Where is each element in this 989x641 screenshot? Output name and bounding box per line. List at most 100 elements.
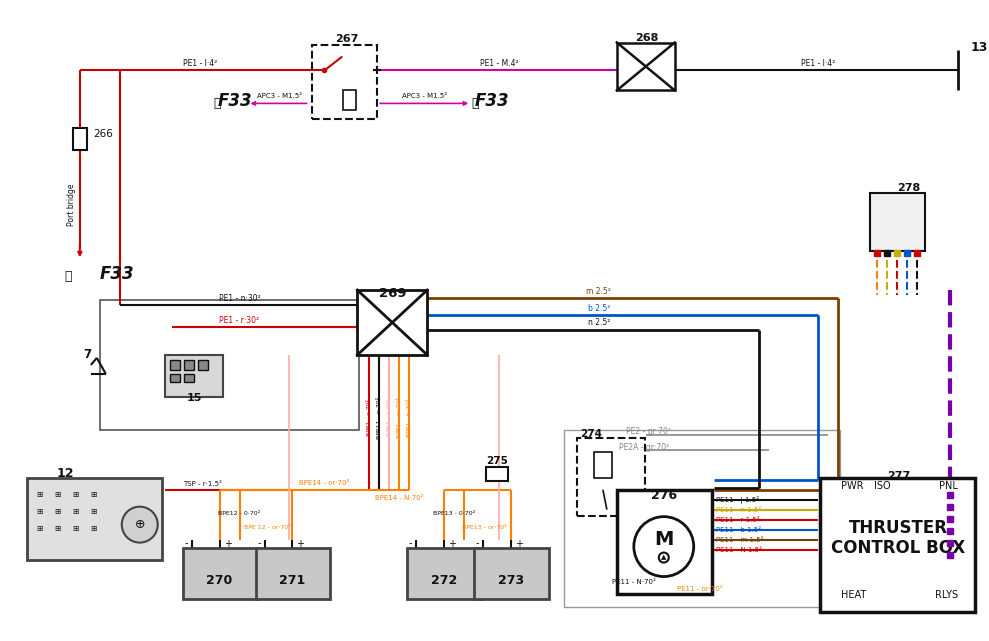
Text: BPE12 - 0·70²: BPE12 - 0·70²: [219, 511, 261, 516]
Text: +: +: [224, 538, 231, 549]
Text: 272: 272: [431, 574, 457, 587]
Text: BPE14 - N·70²: BPE14 - N·70²: [375, 495, 423, 501]
Text: PE1 - n·30²: PE1 - n·30²: [219, 294, 260, 303]
Bar: [170, 374, 180, 382]
Text: 7: 7: [83, 349, 91, 362]
Text: 275: 275: [487, 456, 508, 466]
Text: ⊞: ⊞: [37, 524, 44, 533]
Bar: [198, 360, 208, 370]
Text: BPE1 - or·70²: BPE1 - or·70²: [397, 397, 402, 438]
Text: ⊞: ⊞: [54, 507, 61, 516]
Text: BPE11 - n·70²: BPE11 - n·70²: [377, 397, 382, 439]
Text: n 2.5²: n 2.5²: [587, 319, 610, 328]
Text: Port bridge: Port bridge: [67, 184, 76, 226]
Text: PWR: PWR: [842, 481, 864, 491]
Text: +: +: [297, 538, 305, 549]
Text: 📖: 📖: [64, 270, 71, 283]
Bar: [184, 360, 194, 370]
Text: PE1 - l·4²: PE1 - l·4²: [183, 59, 217, 68]
Text: RLYS: RLYS: [936, 590, 958, 601]
Text: BPE1 - r·70²: BPE1 - r·70²: [367, 399, 372, 437]
Text: 267: 267: [334, 33, 358, 44]
Text: F33: F33: [475, 92, 509, 110]
Text: ⊞: ⊞: [37, 507, 44, 516]
Text: PE11 - N 1.5²: PE11 - N 1.5²: [716, 547, 762, 553]
Text: -: -: [257, 538, 260, 549]
Text: b 2.5²: b 2.5²: [587, 304, 610, 313]
Text: PE11 - r 1.5²: PE11 - r 1.5²: [716, 517, 760, 522]
Text: THRUSTER: THRUSTER: [849, 519, 947, 537]
Text: 277: 277: [887, 470, 910, 481]
Bar: [184, 374, 194, 382]
Text: TSP - r·1.5²: TSP - r·1.5²: [183, 481, 223, 487]
Text: ⊞: ⊞: [37, 490, 44, 499]
Text: 270: 270: [207, 574, 232, 587]
Text: M: M: [654, 530, 674, 549]
Text: F33: F33: [218, 92, 252, 110]
Bar: [617, 42, 674, 90]
Bar: [407, 547, 482, 599]
Text: ⊞: ⊞: [91, 524, 97, 533]
Text: PE1 - r·30²: PE1 - r·30²: [220, 317, 260, 326]
Text: 269: 269: [379, 287, 406, 299]
Circle shape: [122, 506, 157, 542]
Text: PE11 - m 1.5²: PE11 - m 1.5²: [716, 537, 764, 542]
Text: BPE 12 - or·70²: BPE 12 - or·70²: [244, 525, 291, 530]
Bar: [594, 452, 612, 478]
Text: 268: 268: [635, 33, 659, 42]
Bar: [170, 360, 180, 370]
Bar: [474, 547, 549, 599]
Bar: [870, 193, 926, 251]
Text: HEAT: HEAT: [842, 590, 866, 601]
Bar: [73, 128, 87, 150]
Text: -: -: [476, 538, 479, 549]
Text: 271: 271: [279, 574, 306, 587]
Text: m 2.5²: m 2.5²: [586, 287, 611, 296]
Text: +: +: [515, 538, 523, 549]
Text: PE2A - gr·70²: PE2A - gr·70²: [619, 444, 669, 453]
Text: APC3 - M1.5²: APC3 - M1.5²: [257, 94, 302, 99]
Circle shape: [634, 517, 693, 576]
Text: PE1 - M.4²: PE1 - M.4²: [480, 59, 518, 68]
Bar: [343, 90, 356, 110]
Text: -: -: [408, 538, 412, 549]
Bar: [165, 355, 223, 397]
Text: PE2 - gr·70²: PE2 - gr·70²: [626, 428, 672, 437]
Text: 266: 266: [93, 129, 113, 139]
Text: ⊞: ⊞: [91, 490, 97, 499]
Text: 276: 276: [651, 489, 676, 502]
Text: 📖: 📖: [214, 97, 222, 110]
Bar: [255, 547, 330, 599]
Text: 15: 15: [187, 393, 203, 403]
Bar: [313, 44, 378, 119]
Bar: [821, 478, 975, 612]
Text: ⊕: ⊕: [135, 518, 145, 531]
Text: APC3 - M1.5²: APC3 - M1.5²: [402, 94, 447, 99]
Text: BPE1 - r·70²: BPE1 - r·70²: [387, 399, 392, 437]
Bar: [357, 290, 427, 355]
Text: ISO: ISO: [874, 481, 891, 491]
Text: PE11 - or·70²: PE11 - or·70²: [676, 585, 723, 592]
Bar: [27, 478, 162, 560]
Text: ⊞: ⊞: [72, 490, 79, 499]
Text: 12: 12: [56, 467, 73, 480]
Bar: [100, 300, 359, 430]
Text: ⊞: ⊞: [72, 507, 79, 516]
Text: ⊞: ⊞: [91, 507, 97, 516]
Text: 📖: 📖: [472, 97, 479, 110]
Bar: [564, 430, 841, 608]
Text: BPE13 - 0·70²: BPE13 - 0·70²: [433, 511, 476, 516]
Text: ⊞: ⊞: [72, 524, 79, 533]
Text: F33: F33: [100, 265, 135, 283]
Bar: [183, 547, 257, 599]
Bar: [617, 490, 712, 594]
Text: PE1 - l·4²: PE1 - l·4²: [801, 59, 836, 68]
Text: ⊞: ⊞: [54, 490, 61, 499]
Text: BPE14 - or·70²: BPE14 - or·70²: [300, 479, 349, 486]
Circle shape: [659, 553, 669, 563]
Bar: [577, 438, 645, 515]
Text: CONTROL BOX: CONTROL BOX: [831, 538, 965, 556]
Text: BPE13 - or·70²: BPE13 - or·70²: [462, 525, 506, 530]
Bar: [487, 467, 508, 481]
Text: 274: 274: [580, 429, 602, 439]
